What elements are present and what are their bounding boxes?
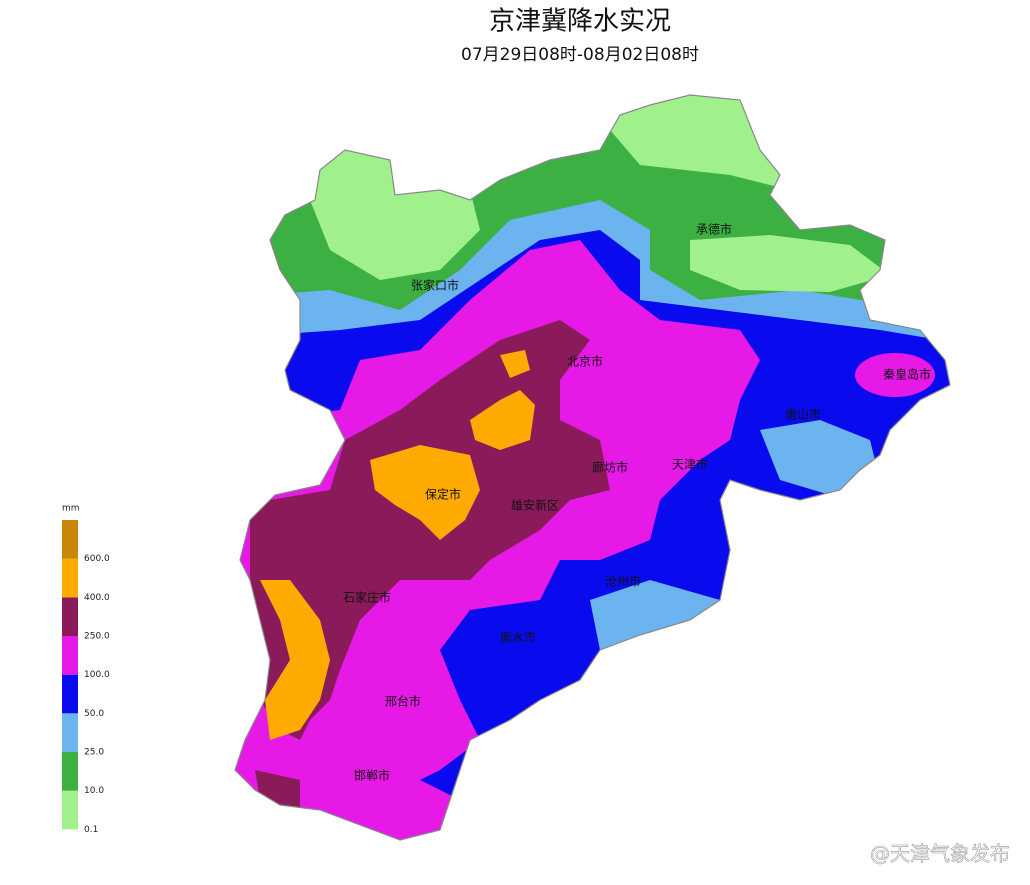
legend-swatch [62, 713, 78, 752]
precipitation-field [235, 95, 950, 840]
legend-swatch [62, 636, 78, 675]
city-label: 廊坊市 [592, 460, 628, 475]
city-label: 唐山市 [785, 407, 821, 422]
city-label: 雄安新区 [511, 498, 559, 513]
legend-label: 25.0 [84, 748, 104, 758]
legend-swatch [62, 597, 78, 636]
map-subtitle: 07月29日08时-08月02日08时 [461, 45, 699, 65]
legend-swatch [62, 790, 78, 830]
legend-label: 0.1 [84, 825, 98, 835]
legend-swatch [62, 829, 78, 868]
legend-swatch [62, 520, 78, 559]
legend-swatch [62, 674, 78, 714]
legend-label: 600.0 [84, 554, 110, 564]
watermark: @天津气象发布 [870, 842, 1010, 866]
city-label: 邯郸市 [354, 768, 390, 783]
legend-unit: mm [62, 504, 80, 514]
legend-label: 50.0 [84, 709, 104, 719]
legend-label: 100.0 [84, 670, 110, 680]
city-label: 石家庄市 [343, 590, 391, 605]
legend: mm 0.1 10.0 25.0 50.0 100.0 250.0 400.0 600.0 [62, 504, 110, 868]
legend-swatch [62, 558, 78, 598]
legend-label: 400.0 [84, 593, 110, 603]
city-label: 沧州市 [605, 574, 641, 589]
city-label: 天津市 [672, 457, 708, 472]
legend-label: 10.0 [84, 786, 104, 796]
city-label: 张家口市 [411, 278, 459, 293]
city-label: 邢台市 [385, 694, 421, 709]
map-title: 京津冀降水实况 [489, 7, 671, 37]
city-label: 承德市 [696, 222, 732, 237]
legend-label: 250.0 [84, 632, 110, 642]
city-label: 衡水市 [500, 630, 536, 645]
legend-swatch [62, 752, 78, 791]
city-label: 北京市 [567, 354, 603, 369]
city-label: 秦皇岛市 [883, 367, 931, 382]
city-labels: 承德市 张家口市 北京市 秦皇岛市 唐山市 廊坊市 天津市 保定市 雄安新区 沧… [343, 222, 931, 783]
city-label: 保定市 [425, 487, 461, 502]
